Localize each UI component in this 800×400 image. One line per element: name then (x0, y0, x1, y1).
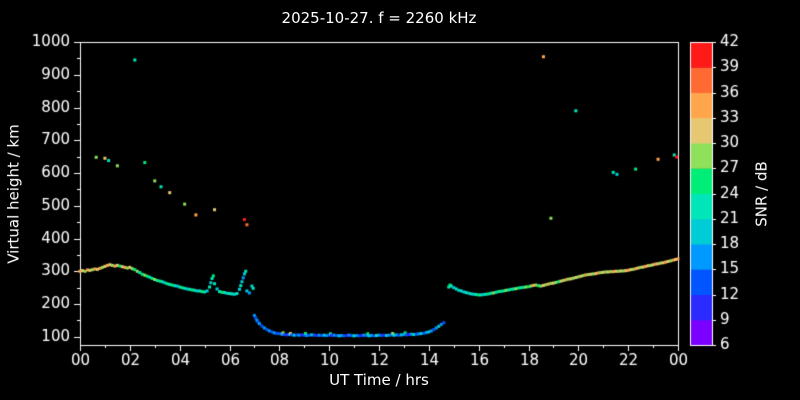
x-axis-label: UT Time / hrs (329, 371, 429, 389)
y-axis-label: Virtual height / km (4, 124, 23, 264)
colorbar-label: SNR / dB (752, 161, 771, 227)
chart-title: 2025-10-27. f = 2260 kHz (281, 9, 477, 27)
